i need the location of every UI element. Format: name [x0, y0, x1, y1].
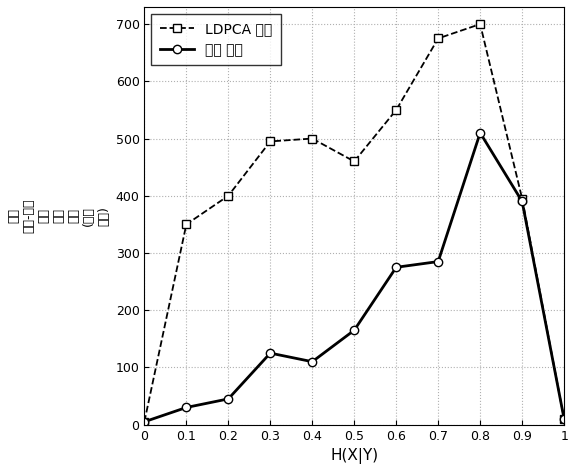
제안 방법 [519, 199, 526, 204]
제안 방법 [477, 130, 484, 136]
LDPCA 부호 [519, 196, 526, 202]
제안 방법 [141, 419, 148, 424]
LDPCA 부호 [225, 193, 232, 199]
제안 방법 [393, 264, 400, 270]
제안 방법 [435, 259, 442, 264]
LDPCA 부호 [267, 138, 274, 144]
LDPCA 부호 [141, 419, 148, 424]
LDPCA 부호 [183, 221, 190, 227]
Y-axis label: 평균
신뢰-전파
복호
수행
횟수
(평균
횟수): 평균 신뢰-전파 복호 수행 횟수 (평균 횟수) [7, 199, 110, 233]
제안 방법 [183, 405, 190, 410]
LDPCA 부호 [477, 21, 484, 27]
제안 방법 [351, 327, 358, 333]
제안 방법 [225, 396, 232, 402]
제안 방법 [309, 359, 316, 365]
LDPCA 부호 [435, 36, 442, 41]
Line: LDPCA 부호: LDPCA 부호 [140, 20, 568, 426]
Line: 제안 방법: 제안 방법 [140, 129, 568, 426]
LDPCA 부호 [309, 136, 316, 141]
LDPCA 부호 [393, 107, 400, 113]
LDPCA 부호 [561, 416, 568, 422]
제안 방법 [561, 416, 568, 422]
LDPCA 부호 [351, 159, 358, 164]
제안 방법 [267, 350, 274, 356]
X-axis label: H(X|Y): H(X|Y) [330, 448, 378, 464]
Legend: LDPCA 부호, 제안 방법: LDPCA 부호, 제안 방법 [151, 14, 281, 65]
